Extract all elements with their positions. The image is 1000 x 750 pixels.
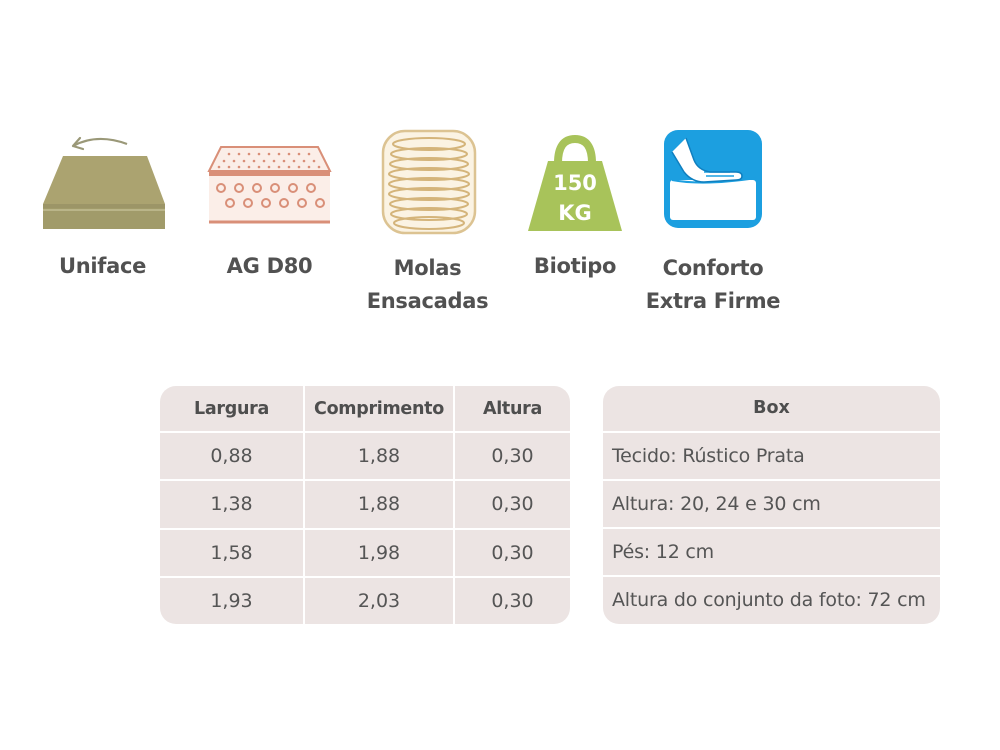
mattress-flip-icon	[35, 130, 170, 235]
table-cell: 0,88	[160, 433, 305, 482]
box-info-row: Altura do conjunto da foto: 72 cm	[612, 589, 926, 611]
box-info-row: Tecido: Rústico Prata	[603, 433, 940, 481]
feature-ag-d80: AG D80	[197, 125, 342, 305]
feature-biotipo: 150 KG Biotipo	[505, 125, 645, 305]
feature-molas-ensacadas: Molas Ensacadas	[355, 125, 500, 320]
box-info-row: Pés: 12 cm	[603, 529, 940, 577]
column-header-altura: Altura	[455, 386, 570, 433]
box-table-panel: Box Tecido: Rústico Prata Altura: 20, 24…	[603, 386, 940, 624]
feature-label-line: Ensacadas	[366, 289, 489, 313]
table-cell: 2,03	[305, 577, 455, 624]
pocket-spring-icon	[380, 128, 478, 236]
table-row: 1,38 1,88 0,30	[160, 481, 570, 530]
feature-label: AG D80	[197, 250, 342, 283]
feature-label-line: Molas	[393, 256, 462, 280]
weight-unit-text: KG	[558, 201, 592, 225]
table-row: 1,58 1,98 0,30	[160, 529, 570, 578]
feature-label: Uniface	[30, 250, 175, 283]
feature-label-line: Uniface	[58, 254, 147, 278]
feature-label-line: Conforto	[662, 256, 764, 280]
dimensions-table: Largura Comprimento Altura 0,88 1,88 0,3…	[160, 386, 570, 624]
foam-layer-icon	[207, 145, 332, 230]
weight-value-text: 150	[553, 171, 597, 195]
hand-pressing-icon	[664, 130, 762, 228]
box-table-title: Box	[603, 386, 940, 433]
dimensions-table-panel: Largura Comprimento Altura 0,88 1,88 0,3…	[160, 386, 570, 624]
table-cell: 1,98	[305, 529, 455, 578]
box-info-row: Altura: 20, 24 e 30 cm	[603, 481, 940, 529]
table-cell: 1,58	[160, 529, 305, 578]
feature-label-line: Biotipo	[533, 254, 617, 278]
table-header-row: Largura Comprimento Altura	[160, 386, 570, 433]
table-cell: 1,93	[160, 577, 305, 624]
table-cell: 0,30	[455, 433, 570, 482]
feature-label-line: Extra Firme	[645, 289, 781, 313]
feature-conforto-extra-firme: Conforto Extra Firme	[638, 125, 788, 320]
table-cell: 0,30	[455, 530, 570, 578]
column-header-largura: Largura	[160, 386, 305, 433]
table-cell: 0,30	[491, 589, 534, 612]
feature-label-line: AG D80	[226, 254, 313, 278]
weight-icon: 150 KG	[526, 133, 624, 233]
table-cell: 1,88	[305, 433, 455, 482]
table-cell: 1,88	[305, 481, 455, 530]
table-row: 1,93 2,03 0,30	[160, 577, 570, 624]
feature-uniface: Uniface	[30, 125, 175, 305]
feature-label: Molas Ensacadas	[355, 252, 500, 318]
column-header-comprimento: Comprimento	[305, 386, 455, 433]
table-cell: 0,30	[455, 481, 570, 530]
feature-label: Biotipo	[505, 250, 645, 283]
feature-label: Conforto Extra Firme	[638, 252, 788, 318]
table-cell: 1,38	[160, 481, 305, 530]
table-row: 0,88 1,88 0,30	[160, 433, 570, 482]
